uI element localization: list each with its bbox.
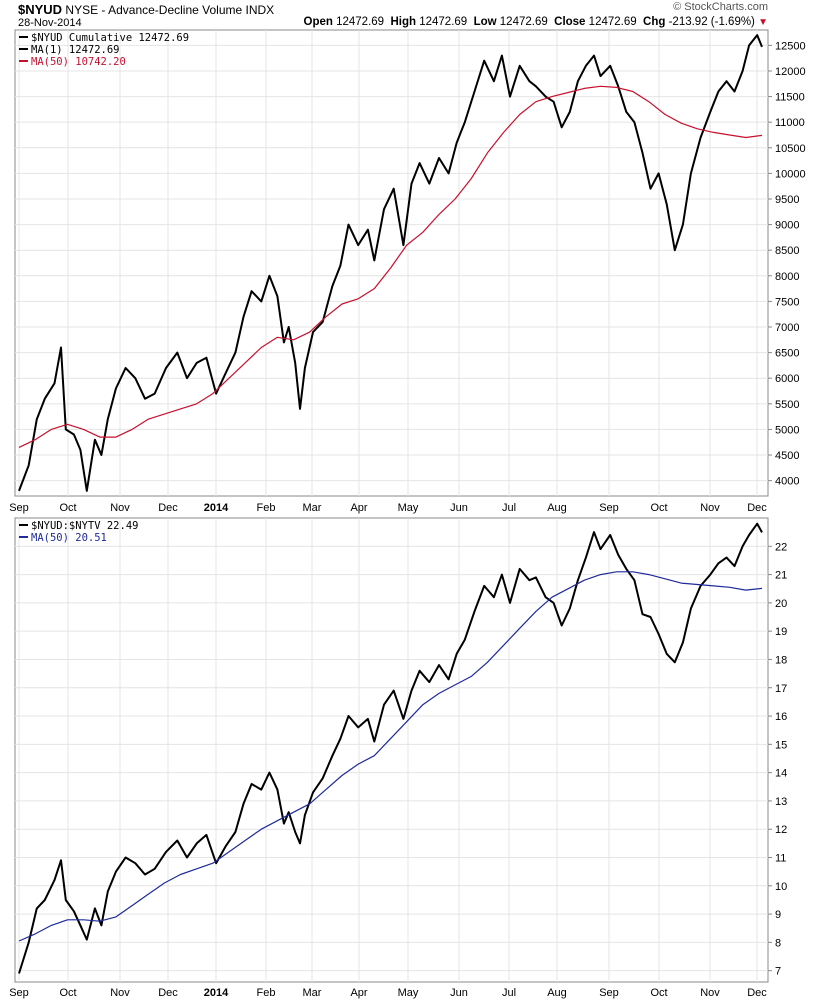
plot-area (14, 29, 769, 497)
y-tick-label: 21 (775, 570, 787, 582)
x-tick-label: May (398, 987, 419, 999)
y-tick-label: 10 (775, 881, 787, 893)
x-tick-label: Nov (700, 502, 720, 514)
x-tick-label: Dec (747, 502, 767, 514)
x-tick-label: 2014 (204, 987, 229, 999)
y-tick-label: 7500 (775, 296, 799, 308)
y-tick-label: 5000 (775, 424, 799, 436)
x-tick-label: Oct (650, 502, 667, 514)
x-tick-label: Sep (599, 502, 619, 514)
y-tick-label: 6500 (775, 348, 799, 360)
x-tick-label: Sep (9, 987, 29, 999)
x-tick-label: Oct (59, 987, 76, 999)
x-tick-label: Dec (747, 987, 767, 999)
open-value: 12472.69 (336, 16, 385, 28)
x-tick-label: Nov (110, 502, 130, 514)
low-value: 12472.69 (499, 16, 548, 28)
chart-panel-2: Sep Oct Nov Dec 2014 Feb Mar Apr May Jun Jul Aug Sep… (9, 517, 787, 999)
legend-entry: $NYUD:$NYTV 22.49 (31, 520, 138, 532)
x-tick-label: Nov (700, 987, 720, 999)
x-tick-label: Sep (9, 502, 29, 514)
y-tick-label: 12500 (775, 40, 806, 52)
x-tick-label: Sep (599, 987, 619, 999)
change-value: -213.92 (-1.69%) (668, 16, 755, 28)
symbol-label: $NYUD (18, 2, 63, 17)
y-tick-label: 9 (775, 909, 781, 921)
legend-entry: MA(50) 20.51 (31, 532, 107, 544)
x-tick-label: Mar (303, 987, 322, 999)
y-tick-label: 9500 (775, 194, 799, 206)
high-label: High (390, 16, 417, 28)
x-tick-label: Jul (502, 987, 516, 999)
y-tick-label: 13 (775, 796, 787, 808)
plot-area (14, 517, 769, 983)
y-tick-label: 14 (775, 768, 787, 780)
close-label: Close (554, 16, 586, 28)
series-line-price (18, 522, 763, 974)
series-line-ma50 (18, 85, 763, 448)
series-line-ma50 (18, 571, 763, 942)
x-tick-label: Jun (450, 502, 468, 514)
legend-entry: MA(1) 12472.69 (31, 44, 120, 56)
legend-entry: MA(50) 10742.20 (31, 56, 126, 68)
y-tick-label: 11500 (775, 92, 805, 104)
x-tick-label: Aug (547, 987, 567, 999)
brand-watermark: © StockCharts.com (673, 1, 768, 13)
y-tick-label: 4000 (775, 476, 799, 488)
y-tick-label: 12 (775, 824, 787, 836)
chart-date: 28-Nov-2014 (18, 17, 82, 29)
y-tick-label: 10500 (775, 143, 806, 155)
y-tick-label: 6000 (775, 373, 799, 385)
chart-panel-1: Sep Oct Nov Dec 2014 Feb Mar Apr May Jun Jul Aug Sep… (9, 29, 806, 514)
x-tick-label: Feb (257, 987, 276, 999)
x-tick-label: Jun (450, 987, 468, 999)
x-tick-label: Apr (350, 987, 367, 999)
change-label: Chg (643, 16, 666, 28)
y-tick-label: 12000 (775, 66, 806, 78)
x-tick-label: May (398, 502, 419, 514)
y-tick-label: 15 (775, 739, 787, 751)
x-tick-label: Oct (59, 502, 76, 514)
x-tick-label: Aug (547, 502, 567, 514)
x-tick-label: Nov (110, 987, 130, 999)
y-tick-label: 11000 (775, 117, 805, 129)
y-tick-label: 17 (775, 683, 787, 695)
x-tick-label: Mar (303, 502, 322, 514)
y-tick-label: 18 (775, 654, 787, 666)
x-tick-label: Dec (158, 502, 178, 514)
x-tick-label: 2014 (204, 502, 229, 514)
y-tick-label: 4500 (775, 450, 799, 462)
y-tick-label: 20 (775, 598, 787, 610)
x-tick-label: Dec (158, 987, 178, 999)
high-value: 12472.69 (419, 16, 468, 28)
low-label: Low (473, 16, 497, 28)
y-tick-label: 22 (775, 541, 787, 553)
y-tick-label: 16 (775, 711, 787, 723)
close-value: 12472.69 (588, 16, 637, 28)
x-tick-label: Feb (257, 502, 276, 514)
y-tick-label: 10000 (775, 168, 806, 180)
chart-title: $NYUD NYSE - Advance-Decline Volume INDX (18, 2, 274, 17)
y-tick-label: 8 (775, 937, 781, 949)
y-tick-label: 7 (775, 966, 781, 978)
y-tick-label: 8500 (775, 245, 799, 257)
down-arrow-icon: ▼ (758, 17, 768, 28)
series-line-price (18, 34, 763, 492)
y-tick-label: 7000 (775, 322, 799, 334)
y-tick-label: 5500 (775, 399, 799, 411)
legend-entry: $NYUD Cumulative 12472.69 (31, 32, 189, 44)
y-tick-label: 9000 (775, 220, 799, 232)
index-name: NYSE - Advance-Decline Volume INDX (65, 3, 275, 17)
y-tick-label: 19 (775, 626, 787, 638)
y-tick-label: 11 (775, 853, 786, 865)
x-tick-label: Jul (502, 502, 516, 514)
x-tick-label: Oct (650, 987, 667, 999)
y-tick-label: 8000 (775, 271, 799, 283)
open-label: Open (303, 16, 333, 28)
x-tick-label: Apr (350, 502, 367, 514)
ohlc-summary: Open 12472.69 High 12472.69 Low 12472.69… (304, 16, 769, 28)
